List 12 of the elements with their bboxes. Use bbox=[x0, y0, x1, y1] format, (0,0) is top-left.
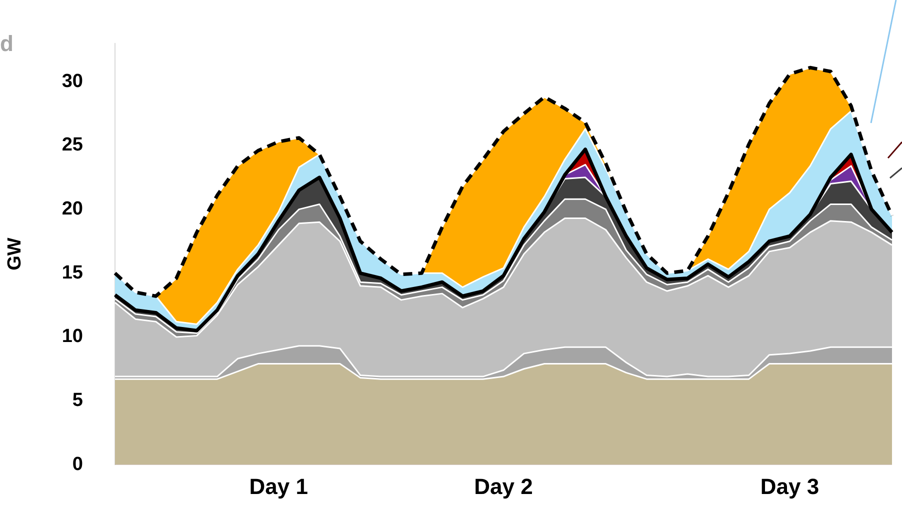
y-tick-label: 25 bbox=[62, 134, 84, 156]
y-tick-label: 20 bbox=[62, 198, 83, 220]
y-tick-label: 10 bbox=[62, 326, 83, 348]
y-tick-label: 0 bbox=[72, 454, 83, 475]
x-tick-label: Day 3 bbox=[760, 474, 820, 499]
x-tick-label: Day 1 bbox=[249, 474, 308, 499]
y-tick-label: 15 bbox=[62, 262, 84, 284]
y-tick-label: 30 bbox=[62, 70, 83, 92]
text: d bbox=[0, 31, 14, 57]
y-axis-title: GW bbox=[4, 238, 26, 270]
x-tick-label: Day 2 bbox=[474, 474, 533, 499]
y-tick-label: 5 bbox=[72, 390, 84, 412]
